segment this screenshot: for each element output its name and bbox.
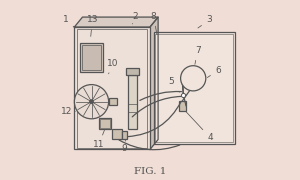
Text: 12: 12	[61, 107, 75, 116]
Bar	[122, 131, 127, 139]
Polygon shape	[150, 17, 158, 149]
Circle shape	[74, 85, 109, 119]
Bar	[128, 75, 137, 129]
Text: 4: 4	[186, 112, 213, 142]
Text: FIG. 1: FIG. 1	[134, 167, 166, 176]
Bar	[112, 129, 122, 139]
Bar	[154, 32, 235, 144]
Circle shape	[89, 100, 94, 104]
Circle shape	[181, 66, 206, 91]
Text: 7: 7	[195, 46, 201, 64]
Bar	[126, 68, 139, 75]
Bar	[74, 27, 150, 149]
Text: 2: 2	[133, 12, 138, 24]
Bar	[179, 101, 186, 111]
Bar	[82, 45, 101, 70]
Bar	[77, 29, 147, 148]
Text: 1: 1	[62, 15, 75, 28]
Text: 13: 13	[87, 15, 98, 36]
Text: 3: 3	[198, 15, 212, 28]
Text: 11: 11	[93, 130, 104, 149]
Text: 9: 9	[121, 140, 127, 153]
Polygon shape	[74, 17, 158, 27]
Text: 6: 6	[207, 66, 221, 78]
Bar	[99, 118, 111, 129]
Bar	[100, 119, 110, 128]
Text: 10: 10	[107, 58, 119, 74]
Text: 8: 8	[151, 12, 157, 35]
Bar	[80, 43, 103, 72]
Text: 5: 5	[169, 77, 180, 92]
Bar	[155, 34, 233, 142]
Bar	[109, 98, 117, 105]
